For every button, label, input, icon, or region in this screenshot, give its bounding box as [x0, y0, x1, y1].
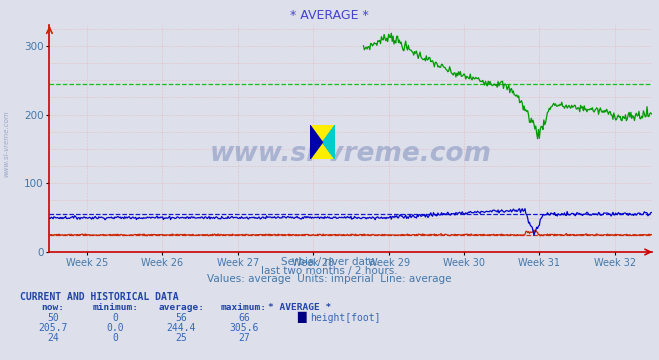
Text: 205.7: 205.7 — [38, 323, 67, 333]
Text: 24: 24 — [47, 333, 59, 343]
Text: Serbia / river data.: Serbia / river data. — [281, 257, 378, 267]
Text: minimum:: minimum: — [92, 303, 138, 312]
Polygon shape — [310, 125, 335, 159]
Polygon shape — [310, 125, 322, 159]
Text: 50: 50 — [47, 313, 59, 323]
Text: 25: 25 — [175, 333, 187, 343]
Text: height[foot]: height[foot] — [310, 313, 380, 323]
Text: 66: 66 — [238, 313, 250, 323]
Text: maximum:: maximum: — [221, 303, 267, 312]
Text: 244.4: 244.4 — [167, 323, 196, 333]
Polygon shape — [322, 125, 335, 159]
Text: www.si-vreme.com: www.si-vreme.com — [210, 141, 492, 167]
Text: now:: now: — [42, 303, 64, 312]
Text: 0: 0 — [113, 333, 118, 343]
Text: 0: 0 — [113, 313, 118, 323]
Text: last two months / 2 hours.: last two months / 2 hours. — [261, 266, 398, 276]
Text: 305.6: 305.6 — [229, 323, 258, 333]
Text: █: █ — [297, 312, 306, 323]
Text: * AVERAGE *: * AVERAGE * — [290, 9, 369, 22]
Text: www.si-vreme.com: www.si-vreme.com — [3, 111, 10, 177]
Text: 56: 56 — [175, 313, 187, 323]
Text: * AVERAGE *: * AVERAGE * — [268, 303, 331, 312]
Text: CURRENT AND HISTORICAL DATA: CURRENT AND HISTORICAL DATA — [20, 292, 179, 302]
Text: average:: average: — [158, 303, 204, 312]
Text: Values: average  Units: imperial  Line: average: Values: average Units: imperial Line: av… — [207, 274, 452, 284]
Text: 27: 27 — [238, 333, 250, 343]
Text: 0.0: 0.0 — [107, 323, 124, 333]
